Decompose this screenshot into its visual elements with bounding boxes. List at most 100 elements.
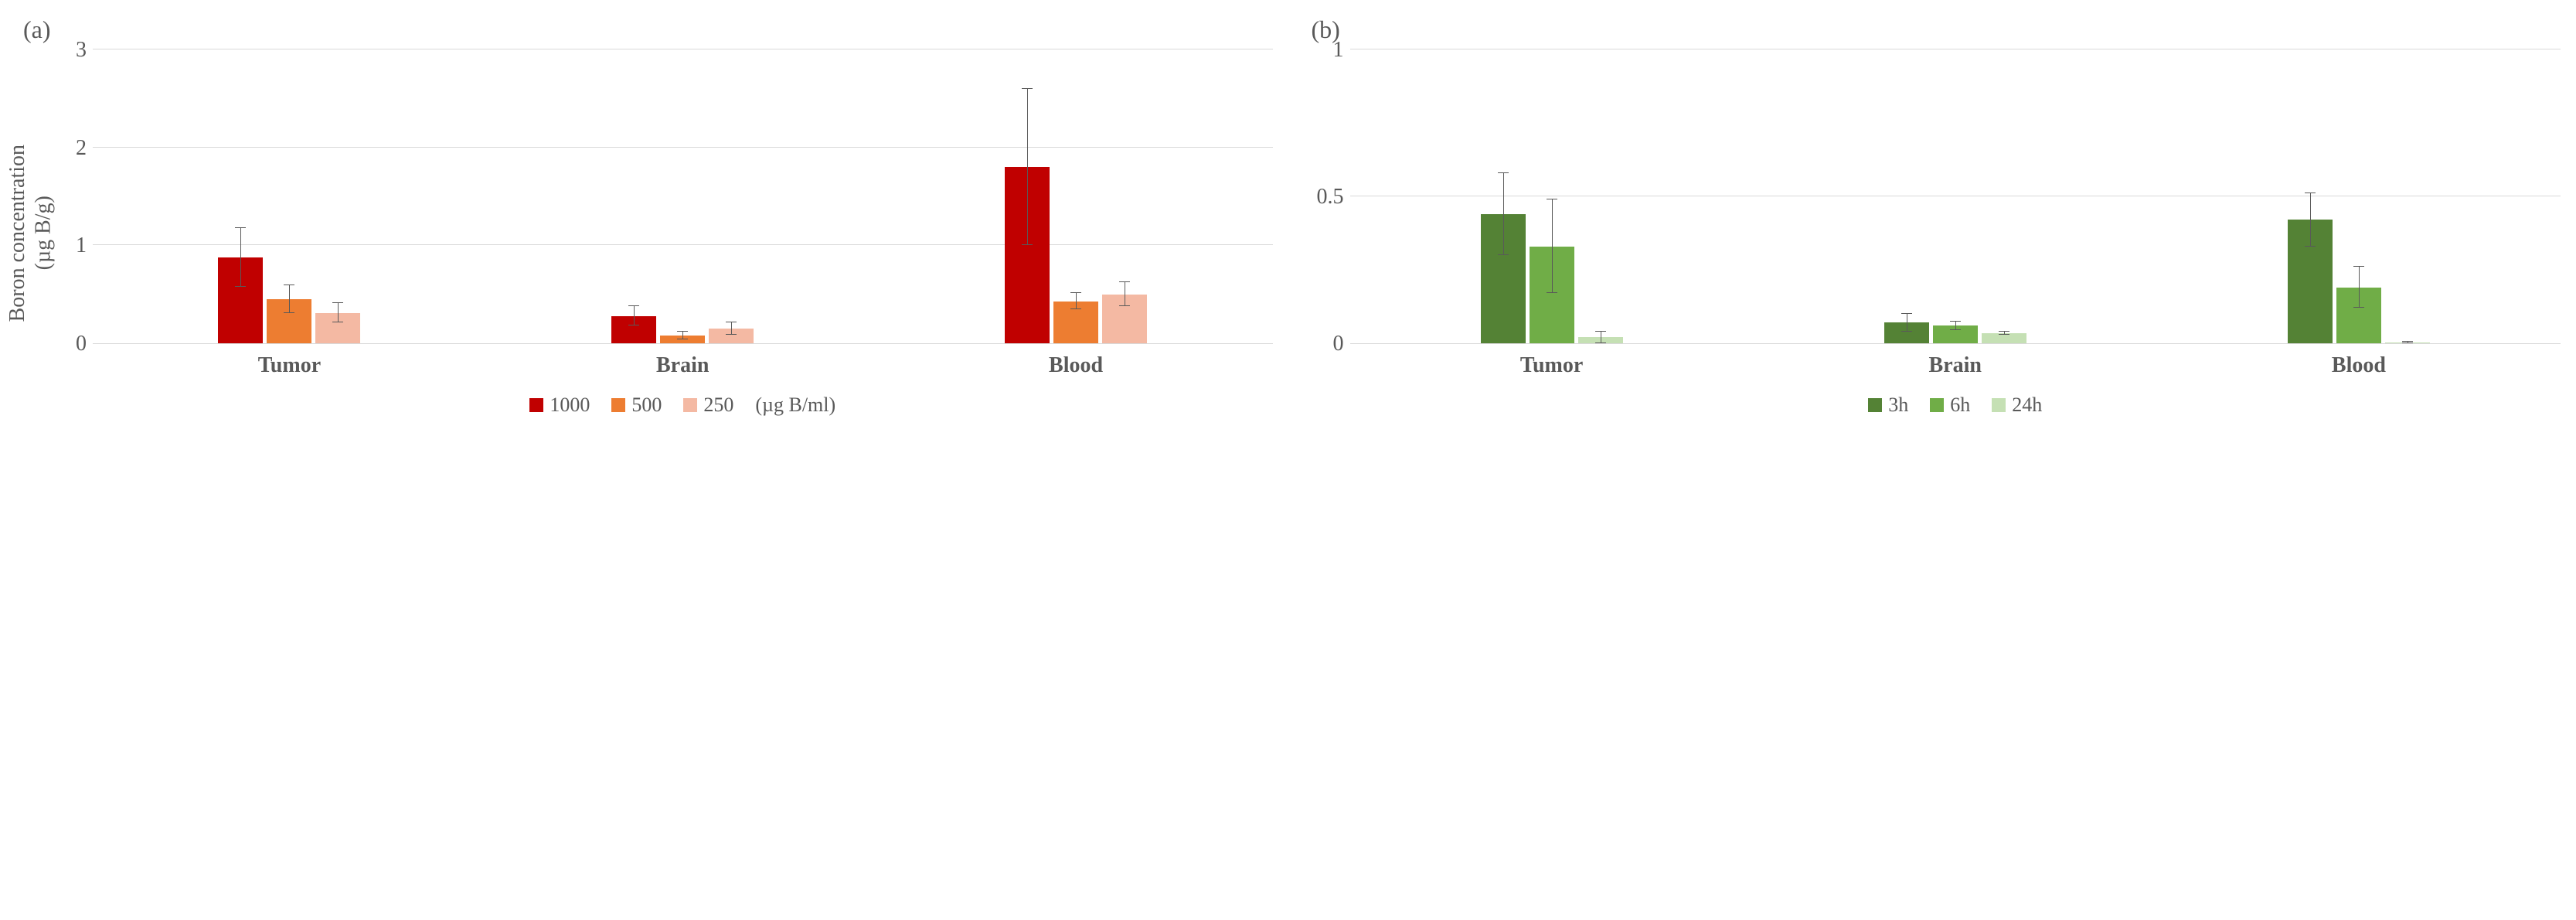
plot-row: 00.51 [1304, 50, 2561, 344]
legend-swatch [683, 398, 697, 412]
y-tick: 0 [1333, 332, 1344, 356]
plot-row: 0123 [46, 50, 1273, 344]
error-cap-bottom [1498, 254, 1509, 255]
error-cap-bottom [1901, 331, 1912, 332]
error-cap-bottom [235, 286, 246, 287]
legend: 1000 500 250 (µg B/ml) [93, 394, 1273, 417]
error-cap-top [677, 331, 688, 332]
bar-groups [1350, 50, 2561, 343]
y-tick: 1 [1333, 38, 1344, 63]
legend-item: 500 [611, 394, 662, 417]
error-bar [1076, 293, 1077, 308]
x-label: Tumor [93, 353, 486, 378]
bar-wrap [709, 329, 754, 343]
bar-wrap [1005, 167, 1050, 343]
legend-label: 3h [1888, 394, 1908, 417]
error-bar [731, 322, 732, 334]
y-axis-label: Boron concentration(µg B/g) [15, 50, 46, 417]
bar-wrap [1530, 247, 1574, 343]
error-bar [240, 228, 241, 287]
error-bar [338, 303, 339, 322]
bar-wrap [1933, 325, 1978, 343]
error-cap-top [1999, 331, 2009, 332]
bar-wrap [1481, 214, 1526, 343]
bar-wrap [1578, 337, 1623, 343]
legend-label: 250 [703, 394, 733, 417]
legend-swatch [611, 398, 625, 412]
error-cap-bottom [2402, 342, 2413, 343]
legend-item: 3h [1868, 394, 1908, 417]
bar-group [2288, 220, 2430, 343]
plot-area [93, 50, 1273, 344]
bar-group [218, 257, 360, 343]
bar-wrap [2385, 342, 2430, 343]
error-cap-top [1950, 321, 1961, 322]
bar-wrap [218, 257, 263, 343]
error-bar [634, 306, 635, 325]
x-label: Blood [2157, 353, 2561, 378]
bar-wrap [315, 313, 360, 343]
y-tick: 2 [76, 136, 87, 161]
x-axis: TumorBrainBlood [1350, 344, 2561, 378]
bar-group [1005, 167, 1147, 343]
error-cap-top [1070, 292, 1081, 293]
plot-zone: 00.51TumorBrainBlood3h6h24h [1304, 50, 2561, 417]
legend: 3h 6h 24h [1350, 394, 2561, 417]
x-label: Tumor [1350, 353, 1754, 378]
legend-swatch [1992, 398, 2006, 412]
y-tick: 1 [76, 233, 87, 258]
legend-label: 500 [631, 394, 662, 417]
legend-item: 24h [1992, 394, 2042, 417]
plot-area [1350, 50, 2561, 344]
chart-outer: Boron concentration(µg B/g)0123TumorBrai… [15, 50, 1273, 417]
bar-group [1884, 322, 2026, 343]
bar-wrap [2288, 220, 2333, 343]
error-cap-top [2353, 266, 2364, 267]
legend-item: 1000 [529, 394, 590, 417]
error-bar [1503, 173, 1504, 255]
bar-group [1481, 214, 1623, 343]
error-cap-bottom [2353, 307, 2364, 308]
error-cap-top [1901, 313, 1912, 314]
legend-swatch [529, 398, 543, 412]
y-axis: 0123 [46, 50, 93, 344]
error-cap-top [1119, 281, 1130, 282]
x-label: Brain [486, 353, 880, 378]
panel-label-a: (a) [15, 15, 1273, 44]
legend-swatch [1930, 398, 1944, 412]
error-cap-bottom [1595, 342, 1606, 343]
y-tick: 3 [76, 38, 87, 63]
error-cap-bottom [1999, 334, 2009, 335]
bar-group [611, 316, 754, 343]
error-cap-top [332, 302, 343, 303]
panel-b: (b)00.51TumorBrainBlood3h6h24h [1304, 15, 2561, 417]
bar-wrap [2336, 288, 2381, 343]
error-bar [1552, 199, 1553, 294]
error-cap-top [1022, 88, 1033, 89]
error-bar [289, 285, 290, 312]
error-cap-bottom [1547, 292, 1557, 293]
y-tick: 0.5 [1317, 185, 1344, 210]
legend-item: 6h [1930, 394, 1970, 417]
error-cap-top [1595, 331, 1606, 332]
bar-wrap [1102, 295, 1147, 343]
bar-wrap [1053, 302, 1098, 343]
x-label: Blood [880, 353, 1273, 378]
legend-label: 24h [2012, 394, 2042, 417]
legend-swatch [1868, 398, 1882, 412]
bar-groups [93, 50, 1273, 343]
error-cap-bottom [284, 312, 294, 313]
error-cap-bottom [1070, 308, 1081, 309]
error-cap-bottom [1022, 244, 1033, 245]
bar-wrap [1884, 322, 1929, 343]
bar-wrap [267, 299, 311, 343]
figure-container: (a)Boron concentration(µg B/g)0123TumorB… [15, 15, 2561, 417]
error-cap-bottom [2305, 246, 2316, 247]
bar-wrap [660, 336, 705, 343]
bar-wrap [1982, 333, 2026, 343]
panel-a: (a)Boron concentration(µg B/g)0123TumorB… [15, 15, 1273, 417]
legend-suffix: (µg B/ml) [755, 394, 835, 417]
x-label: Brain [1754, 353, 2157, 378]
x-axis: TumorBrainBlood [93, 344, 1273, 378]
error-cap-top [628, 305, 639, 306]
